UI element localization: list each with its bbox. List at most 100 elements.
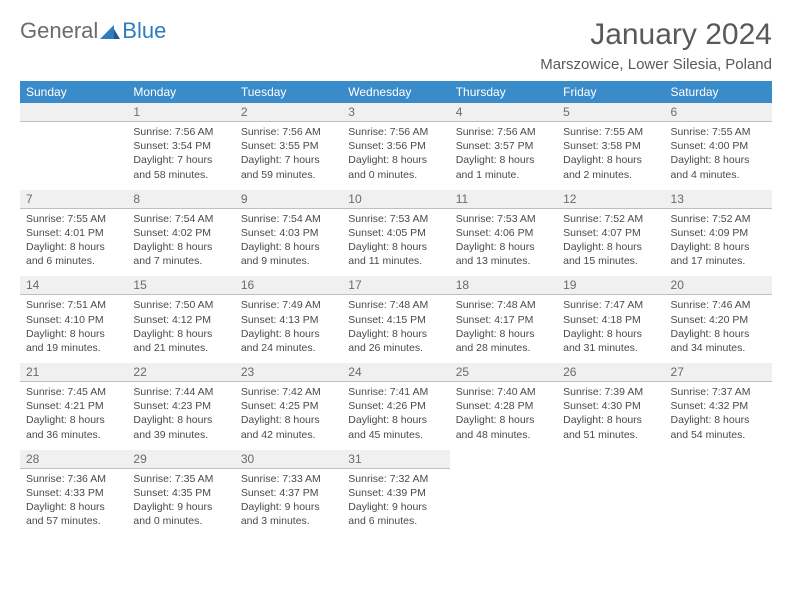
sunrise-text: Sunrise: 7:48 AM [348,298,443,312]
daylight-text: Daylight: 8 hours and 17 minutes. [671,240,766,268]
sunset-text: Sunset: 3:56 PM [348,139,443,153]
sunrise-text: Sunrise: 7:56 AM [348,125,443,139]
daylight-text: Daylight: 8 hours and 9 minutes. [241,240,336,268]
sunrise-text: Sunrise: 7:48 AM [456,298,551,312]
sunset-text: Sunset: 4:05 PM [348,226,443,240]
sunset-text: Sunset: 4:02 PM [133,226,228,240]
day-number: 10 [342,190,449,209]
sunrise-text: Sunrise: 7:56 AM [133,125,228,139]
daylight-text: Daylight: 8 hours and 36 minutes. [26,413,121,441]
daylight-text: Daylight: 8 hours and 13 minutes. [456,240,551,268]
sunset-text: Sunset: 4:06 PM [456,226,551,240]
day-number: 30 [235,450,342,469]
sunrise-text: Sunrise: 7:56 AM [241,125,336,139]
calendar-table: Sunday Monday Tuesday Wednesday Thursday… [20,81,772,536]
daylight-text: Daylight: 8 hours and 0 minutes. [348,153,443,181]
day-number: 22 [127,363,234,382]
day-number: 4 [450,103,557,122]
sunrise-text: Sunrise: 7:33 AM [241,472,336,486]
info-row: Sunrise: 7:45 AMSunset: 4:21 PMDaylight:… [20,382,772,450]
day-number: 6 [665,103,772,122]
daylight-text: Daylight: 8 hours and 7 minutes. [133,240,228,268]
day-info [20,122,127,190]
sunset-text: Sunset: 4:09 PM [671,226,766,240]
daylight-text: Daylight: 8 hours and 1 minute. [456,153,551,181]
day-info: Sunrise: 7:56 AMSunset: 3:56 PMDaylight:… [342,122,449,190]
day-info: Sunrise: 7:40 AMSunset: 4:28 PMDaylight:… [450,382,557,450]
day-info: Sunrise: 7:33 AMSunset: 4:37 PMDaylight:… [235,468,342,536]
daylight-text: Daylight: 8 hours and 57 minutes. [26,500,121,528]
day-info: Sunrise: 7:49 AMSunset: 4:13 PMDaylight:… [235,295,342,363]
day-info: Sunrise: 7:46 AMSunset: 4:20 PMDaylight:… [665,295,772,363]
day-info: Sunrise: 7:35 AMSunset: 4:35 PMDaylight:… [127,468,234,536]
sunset-text: Sunset: 3:58 PM [563,139,658,153]
day-number: 17 [342,276,449,295]
month-title: January 2024 [540,18,772,52]
day-info: Sunrise: 7:52 AMSunset: 4:07 PMDaylight:… [557,208,664,276]
day-number [20,103,127,122]
daylight-text: Daylight: 8 hours and 34 minutes. [671,327,766,355]
sunrise-text: Sunrise: 7:32 AM [348,472,443,486]
day-number: 12 [557,190,664,209]
day-number: 7 [20,190,127,209]
daylight-text: Daylight: 8 hours and 15 minutes. [563,240,658,268]
daylight-text: Daylight: 8 hours and 31 minutes. [563,327,658,355]
day-info: Sunrise: 7:50 AMSunset: 4:12 PMDaylight:… [127,295,234,363]
day-info: Sunrise: 7:56 AMSunset: 3:57 PMDaylight:… [450,122,557,190]
sunset-text: Sunset: 4:10 PM [26,313,121,327]
daylight-text: Daylight: 9 hours and 6 minutes. [348,500,443,528]
dayhead-fri: Friday [557,81,664,103]
sunset-text: Sunset: 4:18 PM [563,313,658,327]
day-info: Sunrise: 7:48 AMSunset: 4:15 PMDaylight:… [342,295,449,363]
sunrise-text: Sunrise: 7:39 AM [563,385,658,399]
day-number: 20 [665,276,772,295]
sunrise-text: Sunrise: 7:36 AM [26,472,121,486]
location: Marszowice, Lower Silesia, Poland [540,56,772,73]
daylight-text: Daylight: 9 hours and 0 minutes. [133,500,228,528]
day-number: 21 [20,363,127,382]
day-info: Sunrise: 7:51 AMSunset: 4:10 PMDaylight:… [20,295,127,363]
info-row: Sunrise: 7:56 AMSunset: 3:54 PMDaylight:… [20,122,772,190]
logo: General Blue [20,18,166,44]
daylight-text: Daylight: 8 hours and 26 minutes. [348,327,443,355]
sunrise-text: Sunrise: 7:52 AM [671,212,766,226]
day-info: Sunrise: 7:55 AMSunset: 3:58 PMDaylight:… [557,122,664,190]
sunset-text: Sunset: 4:33 PM [26,486,121,500]
sunset-text: Sunset: 4:17 PM [456,313,551,327]
sunset-text: Sunset: 3:55 PM [241,139,336,153]
sunrise-text: Sunrise: 7:37 AM [671,385,766,399]
day-info: Sunrise: 7:48 AMSunset: 4:17 PMDaylight:… [450,295,557,363]
dayhead-wed: Wednesday [342,81,449,103]
day-number: 25 [450,363,557,382]
day-info: Sunrise: 7:41 AMSunset: 4:26 PMDaylight:… [342,382,449,450]
calendar-body: 123456Sunrise: 7:56 AMSunset: 3:54 PMDay… [20,103,772,536]
daylight-text: Daylight: 8 hours and 45 minutes. [348,413,443,441]
daynum-row: 21222324252627 [20,363,772,382]
dayhead-tue: Tuesday [235,81,342,103]
sunrise-text: Sunrise: 7:56 AM [456,125,551,139]
sunset-text: Sunset: 3:57 PM [456,139,551,153]
daylight-text: Daylight: 8 hours and 28 minutes. [456,327,551,355]
day-number: 18 [450,276,557,295]
sunrise-text: Sunrise: 7:55 AM [671,125,766,139]
day-header-row: Sunday Monday Tuesday Wednesday Thursday… [20,81,772,103]
daylight-text: Daylight: 7 hours and 58 minutes. [133,153,228,181]
day-info: Sunrise: 7:56 AMSunset: 3:54 PMDaylight:… [127,122,234,190]
title-block: January 2024 Marszowice, Lower Silesia, … [540,18,772,73]
day-info [557,468,664,536]
sunrise-text: Sunrise: 7:50 AM [133,298,228,312]
sunrise-text: Sunrise: 7:52 AM [563,212,658,226]
day-number [557,450,664,469]
day-info: Sunrise: 7:45 AMSunset: 4:21 PMDaylight:… [20,382,127,450]
day-number: 16 [235,276,342,295]
logo-text-2: Blue [122,18,166,44]
info-row: Sunrise: 7:36 AMSunset: 4:33 PMDaylight:… [20,468,772,536]
sunset-text: Sunset: 4:35 PM [133,486,228,500]
daylight-text: Daylight: 8 hours and 48 minutes. [456,413,551,441]
dayhead-sat: Saturday [665,81,772,103]
day-number: 27 [665,363,772,382]
logo-text-1: General [20,18,98,44]
day-info [665,468,772,536]
day-info: Sunrise: 7:53 AMSunset: 4:05 PMDaylight:… [342,208,449,276]
day-number: 28 [20,450,127,469]
